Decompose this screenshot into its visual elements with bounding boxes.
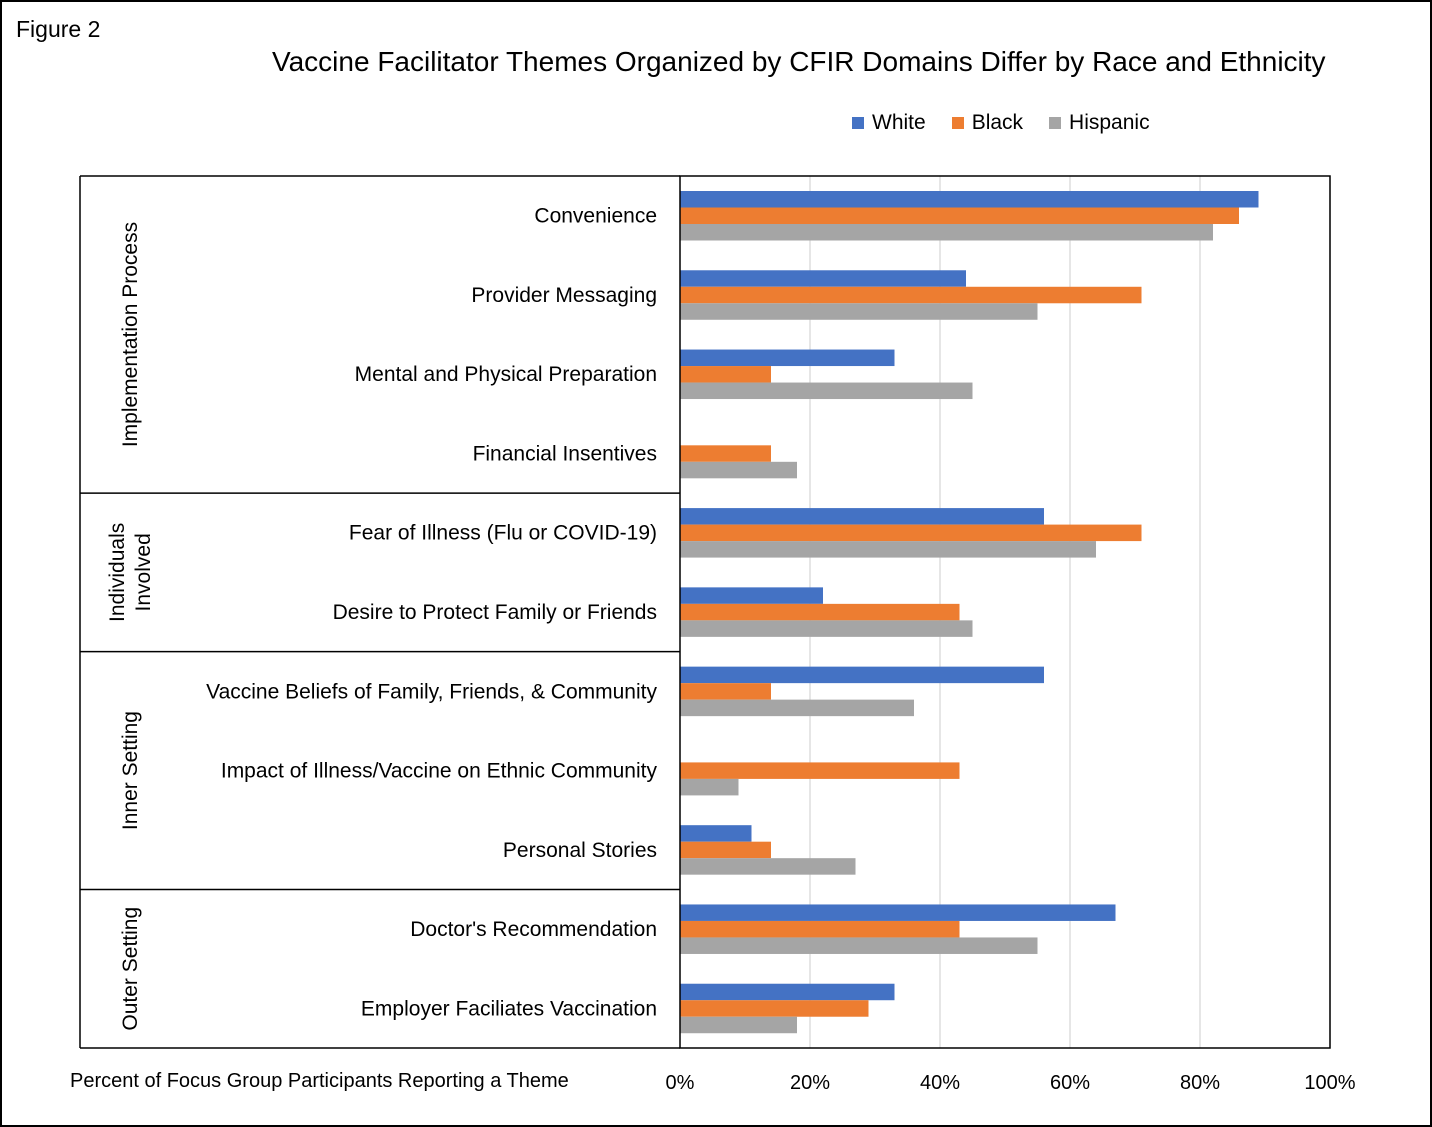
category-label: Desire to Protect Family or Friends (333, 601, 657, 624)
bar-white (680, 666, 1044, 684)
legend-label: White (872, 111, 926, 134)
bar-white (680, 983, 895, 1001)
category-label: Vaccine Beliefs of Family, Friends, & Co… (206, 680, 657, 703)
bar-hispanic (680, 620, 973, 637)
x-tick-label: 60% (1050, 1072, 1090, 1094)
legend: White Black Hispanic (852, 111, 1176, 135)
x-tick-label: 40% (920, 1072, 960, 1094)
bar-white (680, 349, 895, 367)
category-label: Personal Stories (503, 839, 657, 862)
category-label: Provider Messaging (471, 284, 657, 307)
legend-swatch (1049, 117, 1062, 129)
category-label: Fear of Illness (Flu or COVID-19) (349, 522, 657, 545)
bar-white (680, 508, 1044, 525)
legend-item: Hispanic (1049, 111, 1150, 135)
bar-black (680, 286, 1142, 304)
legend-item: Black (951, 111, 1024, 135)
bar-black (680, 366, 771, 383)
bar-hispanic (680, 303, 1038, 320)
legend-label: Hispanic (1069, 111, 1150, 134)
figure-label: Figure 2 (16, 16, 101, 42)
bar-black (680, 683, 771, 700)
bar-white (680, 270, 966, 287)
group-label: Implementation Process (119, 222, 142, 447)
bar-black (680, 920, 960, 938)
bar-white (680, 825, 752, 842)
x-tick-label: 0% (666, 1072, 695, 1094)
bar-hispanic (680, 778, 739, 796)
category-label: Convenience (534, 205, 657, 228)
bar-black (680, 841, 771, 859)
bar-black (680, 762, 960, 779)
legend-item: White (852, 111, 926, 135)
legend-swatch (951, 117, 964, 129)
bar-black (680, 524, 1142, 542)
bar-hispanic (680, 541, 1096, 558)
bar-hispanic (680, 937, 1038, 954)
group-label: Inner Setting (119, 711, 142, 830)
bar-hispanic (680, 1016, 797, 1034)
x-tick-label: 80% (1180, 1072, 1220, 1094)
bar-black (680, 445, 771, 462)
category-label: Doctor's Recommendation (410, 918, 657, 941)
category-label: Impact of Illness/Vaccine on Ethnic Comm… (221, 760, 658, 783)
legend-swatch (852, 117, 864, 129)
bar-hispanic (680, 461, 797, 479)
plot-frame (679, 175, 1331, 1049)
bar-black (680, 207, 1239, 224)
bar-hispanic (680, 224, 1213, 241)
bar-white (680, 191, 1259, 208)
x-tick-label: 100% (1304, 1072, 1355, 1094)
chart-title: Vaccine Facilitator Themes Organized by … (272, 46, 1326, 77)
category-label: Employer Faciliates Vaccination (361, 997, 657, 1020)
bar-white (680, 587, 823, 604)
bar-white (680, 904, 1116, 921)
group-label: Individuals (106, 523, 129, 622)
bar-hispanic (680, 699, 914, 717)
bar-hispanic (680, 858, 856, 875)
group-label: Outer Setting (119, 907, 142, 1031)
legend-label: Black (971, 111, 1024, 134)
group-label: Involved (132, 533, 155, 611)
x-axis-title: Percent of Focus Group Participants Repo… (70, 1070, 569, 1092)
bar-black (680, 1000, 869, 1017)
category-label: Mental and Physical Preparation (355, 363, 657, 386)
category-label: Financial Insentives (473, 442, 657, 465)
bar-hispanic (680, 382, 973, 400)
bar-black (680, 603, 960, 621)
x-tick-label: 20% (790, 1072, 830, 1094)
